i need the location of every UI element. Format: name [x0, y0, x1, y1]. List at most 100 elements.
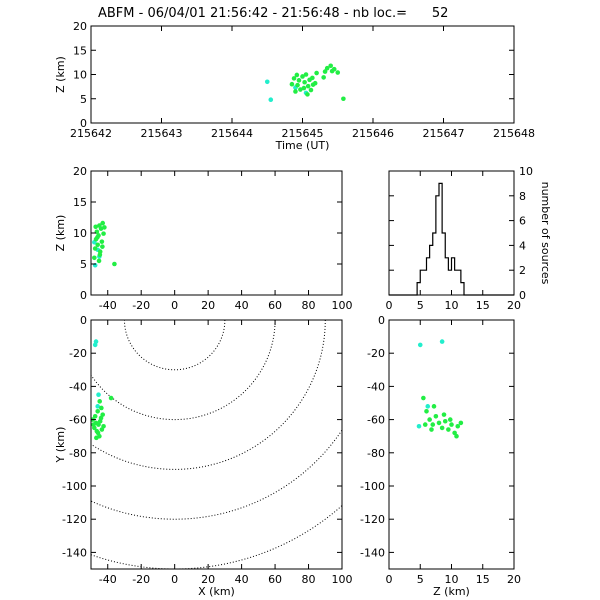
y-tick-label: -120: [62, 513, 87, 526]
data-point: [454, 433, 459, 439]
x-tick-label: 80: [302, 573, 316, 586]
data-point: [308, 87, 314, 93]
height_y-frame: [388, 319, 515, 570]
x-tick-label: 215642: [70, 127, 112, 140]
data-point: [446, 427, 451, 432]
data-point: [416, 423, 422, 429]
data-point: [427, 417, 432, 422]
data-point: [92, 413, 98, 419]
x-tick-label: 5: [417, 299, 424, 312]
data-point: [100, 220, 106, 226]
data-point: [97, 399, 103, 404]
y-tick-label: -60: [367, 414, 385, 427]
data-point: [94, 435, 99, 441]
data-point: [422, 422, 428, 427]
time_height-points: [264, 63, 346, 103]
y-tick-label: 4: [519, 239, 526, 252]
data-point: [303, 72, 309, 77]
y-tick-label: -80: [69, 447, 87, 460]
data-point: [101, 231, 106, 236]
x-tick-label: 10: [445, 299, 459, 312]
data-point: [96, 392, 101, 398]
data-point: [441, 412, 447, 417]
x-tick-label: 20: [201, 573, 215, 586]
data-point: [100, 244, 105, 249]
data-point: [93, 339, 99, 344]
height_histogram-frame: [388, 170, 515, 296]
data-point: [92, 255, 97, 261]
y-tick-label: 20: [73, 20, 87, 33]
data-point: [296, 78, 302, 83]
data-point: [305, 92, 310, 97]
x-tick-label: -20: [132, 573, 150, 586]
data-point: [264, 79, 270, 85]
x-tick-label: 10: [445, 573, 459, 586]
x-tick-label: -20: [132, 299, 150, 312]
y-tick-label: 6: [519, 215, 526, 228]
data-point: [417, 342, 423, 348]
y-tick-label: -120: [360, 513, 385, 526]
x-axis-label: X (km): [198, 585, 235, 598]
data-point: [430, 422, 436, 427]
y-tick-label: -100: [62, 480, 87, 493]
y-tick-label: -60: [69, 414, 87, 427]
y-axis-label: Z (km): [54, 56, 67, 93]
x-tick-label: 15: [476, 573, 490, 586]
y-tick-label: -140: [62, 546, 87, 559]
y-tick-label: -20: [69, 347, 87, 360]
y-tick-label: 10: [519, 165, 533, 178]
y-axis-label: number of sources: [539, 182, 552, 285]
x-tick-label: 100: [332, 573, 353, 586]
y-tick-label: 15: [73, 196, 87, 209]
x-tick-label: 215643: [141, 127, 183, 140]
y-tick-label: 5: [80, 258, 87, 271]
data-point: [433, 413, 439, 419]
data-point: [93, 224, 98, 230]
y-tick-label: 20: [73, 165, 87, 178]
data-point: [436, 420, 442, 426]
x-axis-label: Z (km): [433, 585, 470, 598]
data-point: [95, 235, 100, 240]
data-point: [449, 422, 454, 427]
y-tick-label: 15: [73, 44, 87, 57]
data-point: [268, 97, 274, 103]
data-point: [295, 82, 300, 88]
y-tick-label: 5: [80, 93, 87, 106]
data-point: [328, 63, 334, 69]
x-tick-label: 215644: [211, 127, 253, 140]
data-point: [335, 70, 341, 75]
data-point: [291, 76, 297, 81]
data-point: [310, 75, 315, 81]
data-point: [321, 75, 326, 80]
x-tick-label: 100: [332, 299, 353, 312]
y-tick-label: 0: [80, 314, 87, 327]
data-point: [92, 246, 98, 251]
data-point: [425, 404, 431, 409]
range-ring: [91, 320, 276, 421]
x-tick-label: 40: [235, 299, 249, 312]
data-point: [322, 69, 328, 74]
x-tick-label: 5: [417, 573, 424, 586]
y-tick-label: 8: [519, 190, 526, 203]
y-tick-label: 0: [378, 314, 385, 327]
x-tick-label: 20: [201, 299, 215, 312]
x-tick-label: 0: [386, 299, 393, 312]
data-point: [424, 409, 429, 414]
data-point: [447, 417, 453, 422]
x-axis-label: Time (UT): [275, 139, 330, 152]
height_y-points: [416, 339, 464, 439]
y-axis-label: Y (km): [54, 427, 67, 464]
data-point: [312, 80, 318, 86]
histogram-bars: [389, 182, 514, 296]
data-point: [97, 252, 103, 257]
data-point: [96, 258, 102, 264]
data-point: [101, 423, 106, 429]
data-point: [301, 85, 307, 91]
figure-title: ABFM - 06/04/01 21:56:42 - 21:56:48 - nb…: [98, 6, 448, 21]
x-tick-label: 60: [268, 573, 282, 586]
data-point: [293, 89, 298, 94]
data-point: [294, 72, 300, 78]
data-point: [421, 395, 426, 401]
data-point: [289, 81, 295, 87]
